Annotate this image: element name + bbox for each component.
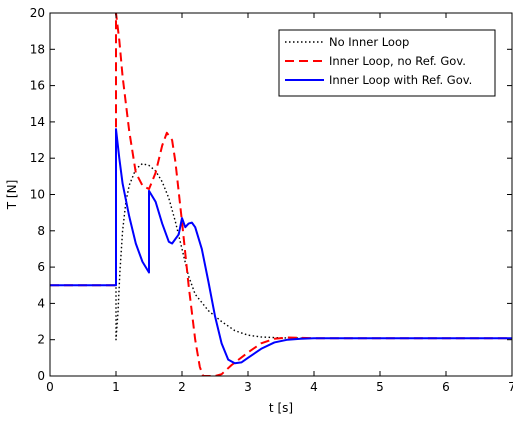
x-tick-label: 6 xyxy=(442,380,450,394)
series-line-2 xyxy=(50,13,512,376)
y-tick-label: 0 xyxy=(37,369,45,383)
y-tick-label: 16 xyxy=(30,79,45,93)
y-tick-label: 10 xyxy=(30,188,45,202)
x-tick-label: 1 xyxy=(112,380,120,394)
series-layer xyxy=(50,13,512,376)
legend-label: No Inner Loop xyxy=(329,35,409,49)
x-tick-label: 2 xyxy=(178,380,186,394)
legend-label: Inner Loop with Ref. Gov. xyxy=(329,73,472,87)
legend-box xyxy=(278,29,496,97)
y-tick-label: 4 xyxy=(37,296,45,310)
y-tick-label: 14 xyxy=(30,115,45,129)
legend-label: Inner Loop, no Ref. Gov. xyxy=(329,54,466,68)
y-tick-label: 6 xyxy=(37,260,45,274)
y-tick-label: 12 xyxy=(30,151,45,165)
x-tick-label: 5 xyxy=(376,380,384,394)
x-tick-label: 7 xyxy=(508,380,513,394)
y-tick-label: 8 xyxy=(37,224,45,238)
series-line-1 xyxy=(50,162,512,341)
y-tick-label: 18 xyxy=(30,42,45,56)
x-tick-label: 3 xyxy=(244,380,252,394)
series-line-3 xyxy=(50,128,512,365)
y-axis-label: T [N] xyxy=(5,180,19,210)
legend: No Inner Loop Inner Loop, no Ref. Gov. Inn… xyxy=(278,29,496,97)
y-tick-label: 20 xyxy=(30,6,45,20)
x-tick-label: 0 xyxy=(46,380,54,394)
x-tick-label: 4 xyxy=(310,380,318,394)
y-tick-label: 2 xyxy=(37,333,45,347)
x-axis-label: t [s] xyxy=(269,401,293,415)
